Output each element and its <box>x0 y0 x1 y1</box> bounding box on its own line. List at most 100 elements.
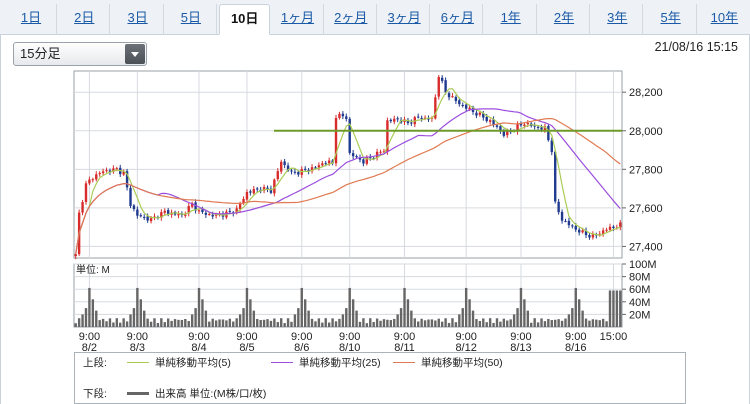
volume-bar <box>173 319 177 327</box>
volume-bar <box>160 318 163 327</box>
x-label-time-2: 9:00 <box>188 331 209 343</box>
tab-10年[interactable]: 10年 <box>710 10 739 25</box>
volume-bar <box>389 320 393 327</box>
volume-bar <box>266 319 269 327</box>
volume-bar <box>437 318 440 327</box>
tab-2ヶ月[interactable]: 2ヶ月 <box>326 4 377 35</box>
volume-swatch <box>127 392 149 395</box>
volume-bar <box>334 321 338 327</box>
x-label-date-3: 8/5 <box>239 342 254 354</box>
volume-bar <box>132 308 136 327</box>
candle-body <box>327 160 331 164</box>
volume-bar <box>242 308 245 327</box>
volume-bar <box>509 319 512 327</box>
volume-bar <box>595 319 598 327</box>
chevron-down-icon[interactable] <box>125 44 145 64</box>
candle-body <box>238 203 242 210</box>
volume-bar <box>475 319 478 327</box>
legend-ma25: 単純移動平均(25) <box>299 357 381 369</box>
volume-bar <box>358 321 362 327</box>
candle-body <box>324 163 327 165</box>
volume-bar <box>396 314 399 327</box>
candle-body <box>372 158 375 160</box>
candle-body <box>427 118 430 120</box>
volume-bar <box>345 308 348 327</box>
tab-1日[interactable]: 1日 <box>6 4 57 35</box>
volume-bar <box>211 318 214 327</box>
interval-select[interactable]: 15分足 <box>13 42 147 66</box>
volume-bar <box>163 322 166 327</box>
ma5-swatch <box>127 362 149 363</box>
candle-body <box>612 226 615 228</box>
volume-bar <box>413 318 416 327</box>
tab-5年[interactable]: 5年 <box>646 4 697 35</box>
candle-body <box>488 120 492 122</box>
volume-bar <box>601 318 605 327</box>
volume-bar <box>540 318 543 327</box>
volume-bar <box>324 318 327 327</box>
candle-body <box>523 124 526 126</box>
tab-1年[interactable]: 1年 <box>486 4 537 35</box>
candle-body <box>536 126 540 128</box>
tab-3年[interactable]: 3年 <box>592 4 644 35</box>
legend-lower-label: 下段: <box>83 388 107 400</box>
candle-body <box>184 214 187 216</box>
volume-bar <box>81 314 84 327</box>
candle-body <box>297 171 300 175</box>
volume-bar <box>208 321 211 327</box>
volume-bar <box>290 321 293 327</box>
volume-bar <box>286 318 290 327</box>
x-label-time-3: 9:00 <box>236 331 257 343</box>
candle-body <box>461 104 464 106</box>
tab-3ヶ月[interactable]: 3ヶ月 <box>379 4 431 35</box>
candle-body <box>153 216 156 218</box>
candle-body <box>601 230 605 234</box>
tab-3日[interactable]: 3日 <box>113 4 164 35</box>
volume-bar <box>262 319 266 327</box>
candle-body <box>619 222 622 228</box>
candle-body <box>454 96 458 102</box>
tab-1ヶ月[interactable]: 1ヶ月 <box>273 4 324 35</box>
candle-body <box>338 113 341 119</box>
candle-body <box>519 123 523 126</box>
volume-bar <box>259 319 262 327</box>
candle-body <box>547 125 550 141</box>
update-timestamp: 21/08/16 15:15 <box>654 40 738 54</box>
volume-bar <box>574 287 577 327</box>
tab-2日[interactable]: 2日 <box>59 4 111 35</box>
volume-bar <box>269 320 273 327</box>
candle-body <box>379 151 382 153</box>
volume-bar <box>499 321 502 327</box>
tab-5日[interactable]: 5日 <box>166 4 217 35</box>
volume-bar <box>238 314 242 327</box>
tab-2年[interactable]: 2年 <box>539 4 590 35</box>
volume-bar <box>95 310 98 327</box>
x-label-time-0: 9:00 <box>79 331 100 343</box>
candle-body <box>574 226 577 230</box>
volume-bar <box>327 322 331 327</box>
volume-bar <box>591 319 595 327</box>
tab-10日[interactable]: 10日 <box>219 4 271 35</box>
volume-bar <box>307 310 310 327</box>
candle-body <box>256 188 259 190</box>
volume-bar <box>458 314 461 327</box>
candle-body <box>437 76 440 97</box>
volume-bar <box>129 314 132 327</box>
x-label-date-5: 8/10 <box>339 342 360 354</box>
volume-bar <box>588 320 591 327</box>
candle-body <box>451 96 454 98</box>
tab-6ヶ月[interactable]: 6ヶ月 <box>432 4 484 35</box>
volume-bar <box>300 287 303 327</box>
volume-bar <box>276 322 279 327</box>
volume-bar <box>451 318 454 327</box>
volume-bar <box>293 314 297 327</box>
volume-bar <box>454 322 458 327</box>
candle-body <box>581 230 584 233</box>
x-label-date-0: 8/2 <box>82 342 97 354</box>
volume-bar <box>245 287 249 327</box>
candle-body <box>554 151 557 202</box>
candle-body <box>417 116 420 118</box>
volume-bar <box>554 319 557 327</box>
candle-body <box>560 211 564 221</box>
candle-body <box>341 113 345 117</box>
